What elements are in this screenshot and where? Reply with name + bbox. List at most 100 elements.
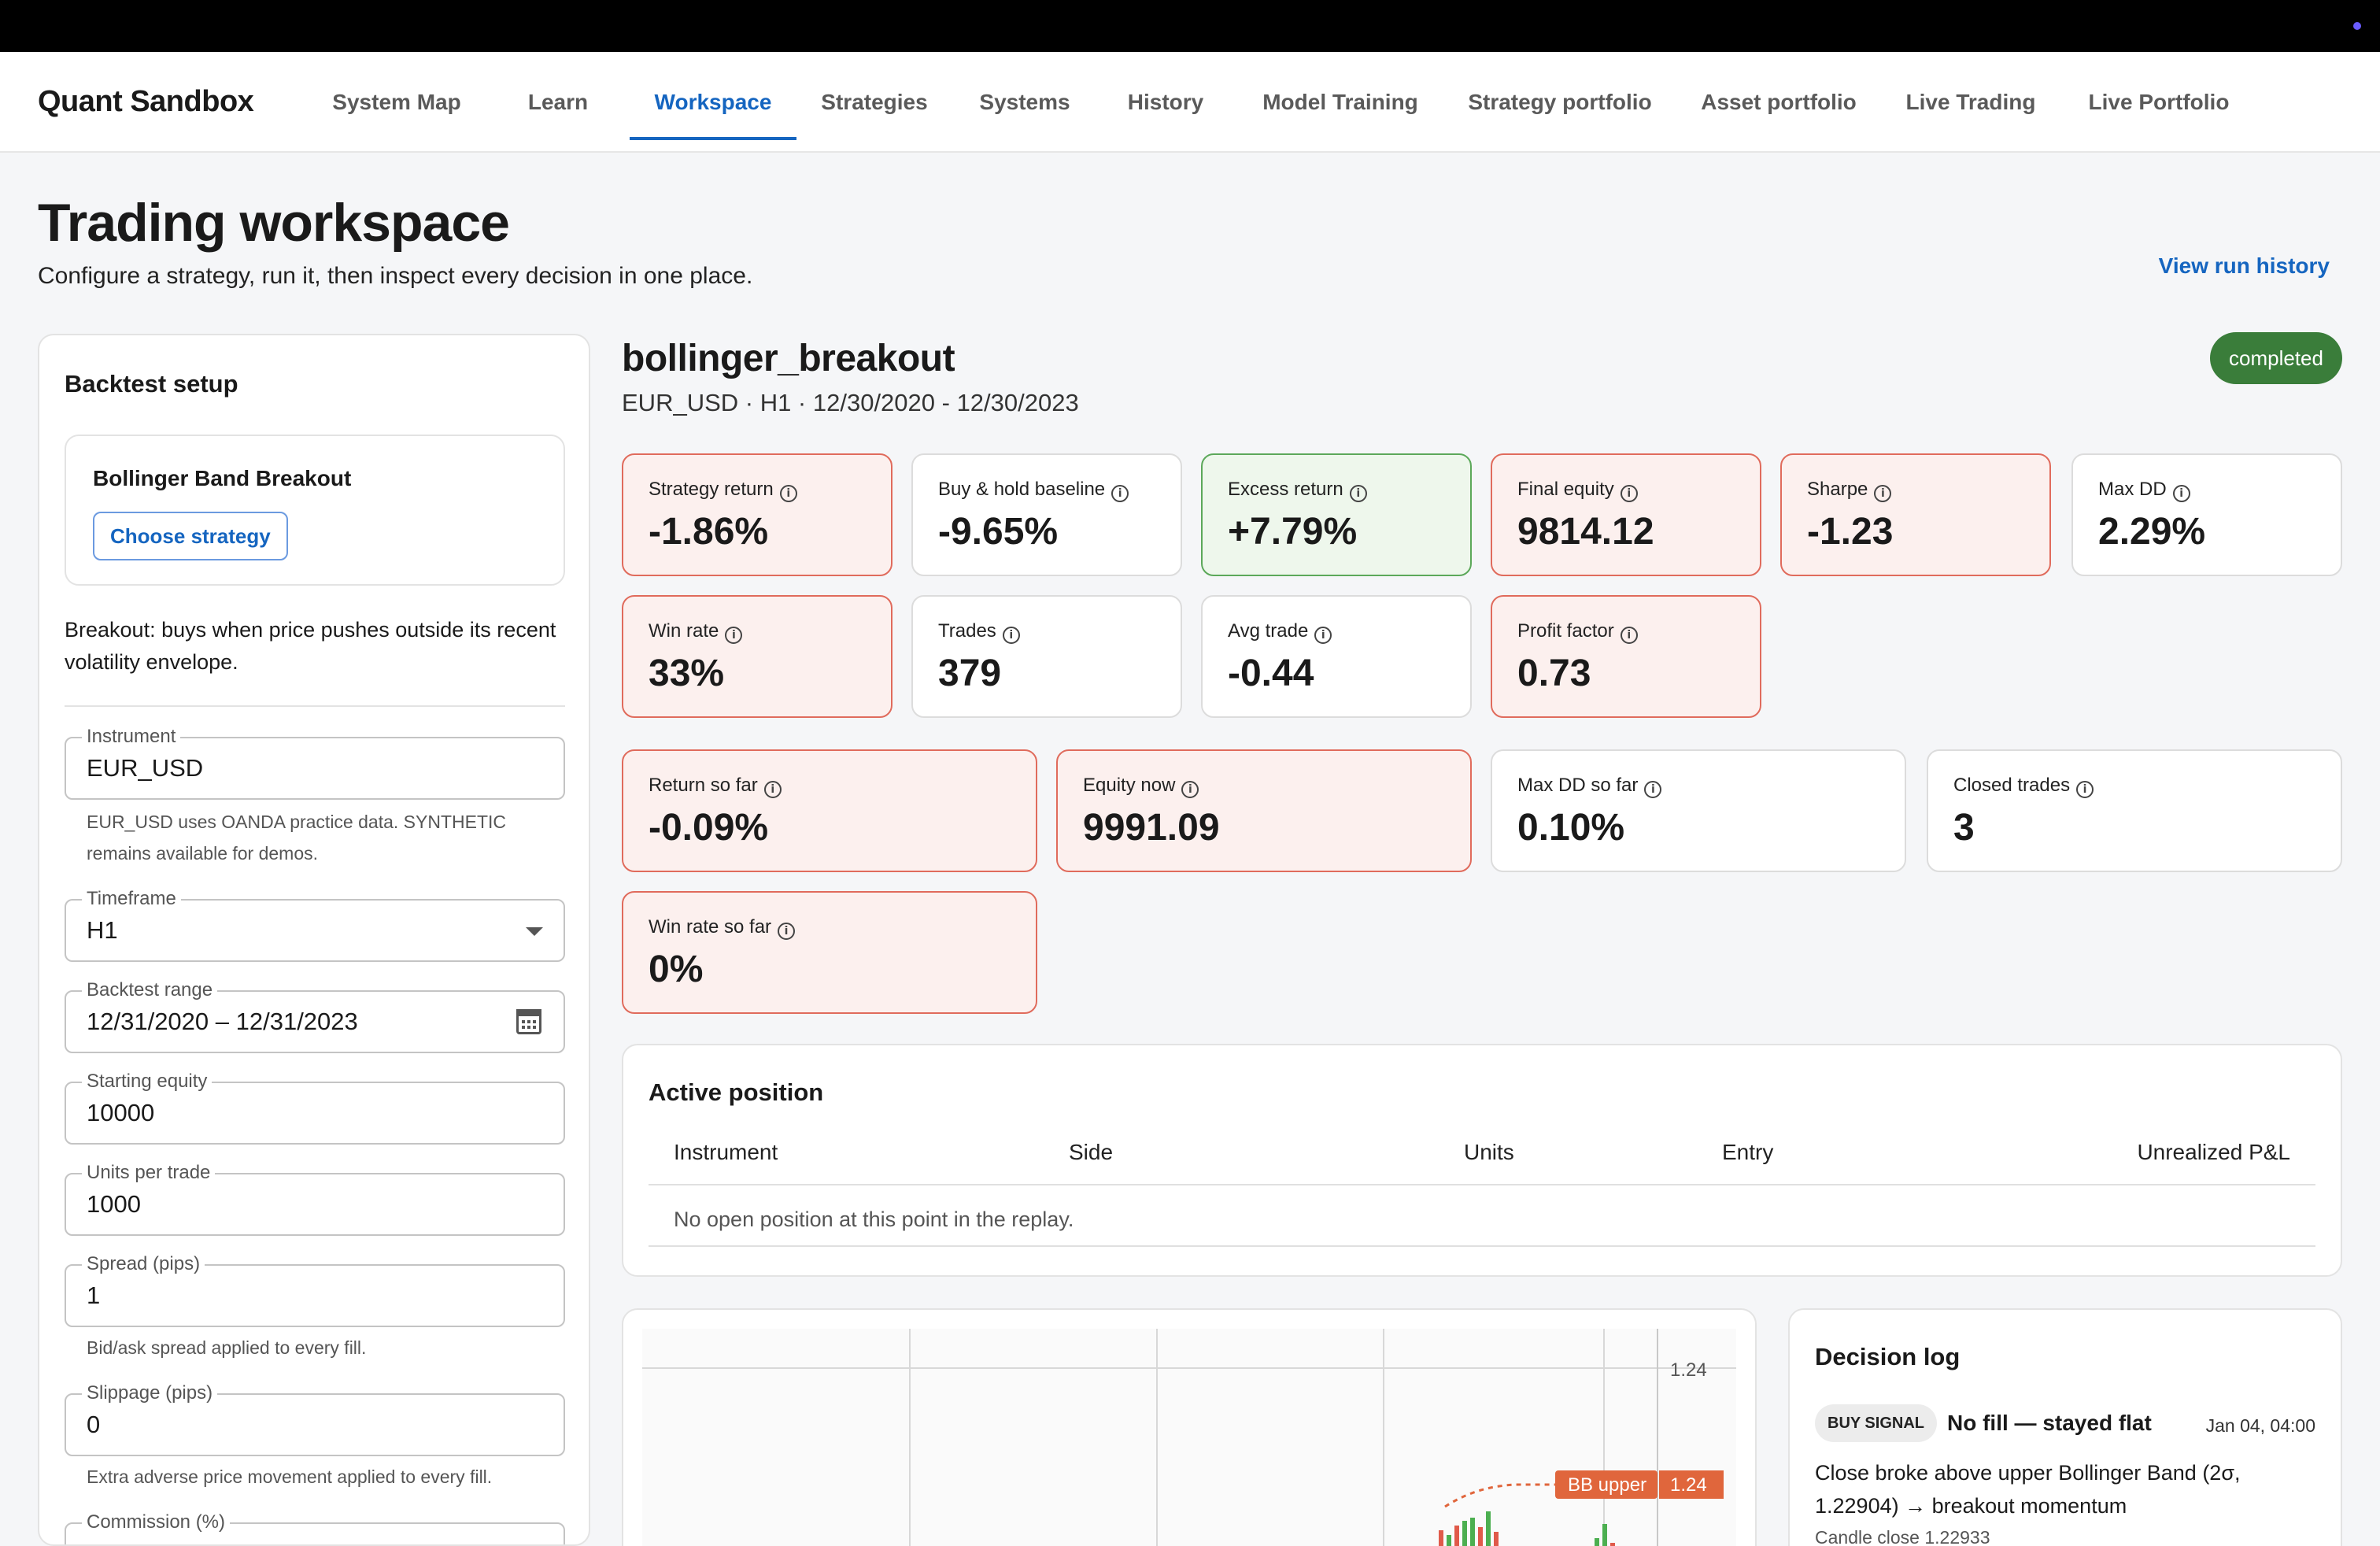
run-title: bollinger_breakout [622,338,955,379]
tab-systems[interactable]: Systems [979,90,1070,114]
tab-learn[interactable]: Learn [527,90,589,114]
calendar-icon[interactable] [516,1009,541,1034]
info-icon[interactable]: i [763,781,782,798]
info-icon[interactable]: i [1111,485,1129,502]
stat-value: -1.86% [649,511,769,553]
tab-asset-portfolio[interactable]: Asset portfolio [1701,90,1857,114]
info-icon[interactable]: i [2172,485,2190,502]
spread-helper: Bid/ask spread applied to every fill. [87,1337,367,1358]
choose-strategy-button[interactable]: Choose strategy [93,512,288,560]
price-chart[interactable]: 1.24 BB upper 1.24 [642,1329,1736,1546]
info-icon[interactable]: i [1181,781,1199,798]
stat-excess-return: Excess return i +7.79% [1201,453,1472,576]
info-icon[interactable]: i [1620,485,1638,502]
decision-reason: Close broke above upper Bollinger Band (… [1815,1461,2241,1518]
tab-strategy-portfolio[interactable]: Strategy portfolio [1468,90,1652,114]
stat-label: Buy & hold baseline [938,479,1106,500]
spread-field[interactable]: Spread (pips) 1 [65,1253,565,1327]
info-icon[interactable]: i [2076,781,2094,798]
stat-value: 0.73 [1517,653,1591,694]
tab-workspace[interactable]: Workspace [630,52,796,153]
stat-value: 2.29% [2098,511,2206,553]
stat-value: 9991.09 [1083,807,1220,849]
backtest-range-field[interactable]: Backtest range 12/31/2020 – 12/31/2023 [65,979,565,1053]
candle [1470,1518,1475,1546]
stat-sharpe: Sharpe i -1.23 [1780,453,2051,576]
tab-live-trading[interactable]: Live Trading [1905,90,2036,114]
instrument-helper: EUR_USD uses OANDA practice data. SYNTHE… [87,812,506,864]
info-icon[interactable]: i [1620,627,1638,644]
column-header[interactable]: Side [1069,1140,1114,1164]
stat-label: Win rate [649,620,719,642]
stat-value: +7.79% [1228,511,1358,553]
decision-timestamp: Jan 04, 04:00 [2205,1415,2315,1436]
strategy-name: Bollinger Band Breakout [93,466,352,490]
tab-model-training[interactable]: Model Training [1262,90,1418,114]
stat-win-rate: Win rate i 33% [622,595,893,718]
info-icon[interactable]: i [779,485,797,502]
stat-label: Max DD [2098,479,2167,500]
column-header[interactable]: Instrument [674,1140,778,1164]
candle [1595,1538,1599,1546]
units-per-trade-field[interactable]: Units per trade 1000 [65,1162,565,1236]
candle [1494,1532,1499,1546]
stat-equity-now: Equity now i 9991.09 [1056,749,1472,872]
info-icon[interactable]: i [1349,485,1367,502]
bb-price-label: 1.24 [1670,1474,1707,1496]
stat-label: Profit factor [1517,620,1614,642]
brand-title[interactable]: Quant Sandbox [38,85,254,118]
info-icon[interactable]: i [725,627,743,644]
column-header[interactable]: Entry [1722,1140,1774,1164]
column-header[interactable]: Units [1464,1140,1514,1164]
instrument-field[interactable]: Instrument EUR_USD [65,726,565,800]
field-value: H1 [87,916,118,944]
info-icon[interactable]: i [1314,627,1332,644]
view-run-history-link[interactable]: View run history [2158,253,2330,278]
candle [1486,1511,1491,1546]
active-position-card: Active position Instrument Side Units En… [622,1044,2342,1277]
field-value: 0 [87,1411,101,1438]
stat-value: 379 [938,653,1002,694]
candle [1610,1543,1615,1546]
divider [649,1184,2315,1185]
tab-history[interactable]: History [1127,90,1204,114]
stat-value: 0.10% [1517,807,1625,849]
starting-equity-field[interactable]: Starting equity 10000 [65,1071,565,1145]
stat-win-rate-so-far: Win rate so far i 0% [622,891,1037,1014]
backtest-setup-panel: Backtest setup Bollinger Band Breakout C… [38,334,590,1546]
info-icon[interactable]: i [778,923,796,940]
timeframe-select[interactable]: Timeframe H1 [65,888,565,962]
chevron-down-icon[interactable] [526,927,543,936]
field-label: Spread (pips) [82,1253,205,1275]
column-header[interactable]: Unrealized P&L [2137,1140,2290,1164]
empty-state-text: No open position at this point in the re… [674,1208,1074,1231]
status-badge: completed [2210,332,2342,384]
stat-value: 33% [649,653,725,694]
bb-upper-line [1444,1483,1555,1508]
decision-outcome: No fill — stayed flat [1947,1411,2152,1435]
tab-strategies[interactable]: Strategies [821,90,928,114]
field-value: EUR_USD [87,754,204,782]
stat-final-equity: Final equity i 9814.12 [1491,453,1761,576]
info-icon[interactable]: i [1874,485,1892,502]
stat-value: 0% [649,949,704,990]
info-icon[interactable]: i [1644,781,1662,798]
stat-label: Sharpe [1807,479,1868,500]
stat-value: -9.65% [938,511,1059,553]
field-label: Slippage (pips) [82,1382,218,1404]
stat-label: Max DD so far [1517,775,1639,796]
divider [65,705,565,707]
slippage-field[interactable]: Slippage (pips) 0 [65,1382,565,1456]
stat-return-so-far: Return so far i -0.09% [622,749,1037,872]
strategy-description: Breakout: buys when price pushes outside… [65,618,556,674]
bb-upper-label: BB upper [1568,1474,1646,1496]
commission-field[interactable]: Commission (%) 0 [65,1511,565,1544]
stat-label: Trades [938,620,996,642]
page-title: Trading workspace [38,193,510,253]
signal-badge: BUY SIGNAL [1815,1404,1937,1442]
tab-system-map[interactable]: System Map [332,90,461,114]
stat-value: 9814.12 [1517,511,1654,553]
decision-log-card: Decision log BUY SIGNAL No fill — stayed… [1788,1308,2342,1546]
info-icon[interactable]: i [1002,627,1020,644]
tab-live-portfolio[interactable]: Live Portfolio [2088,90,2230,114]
